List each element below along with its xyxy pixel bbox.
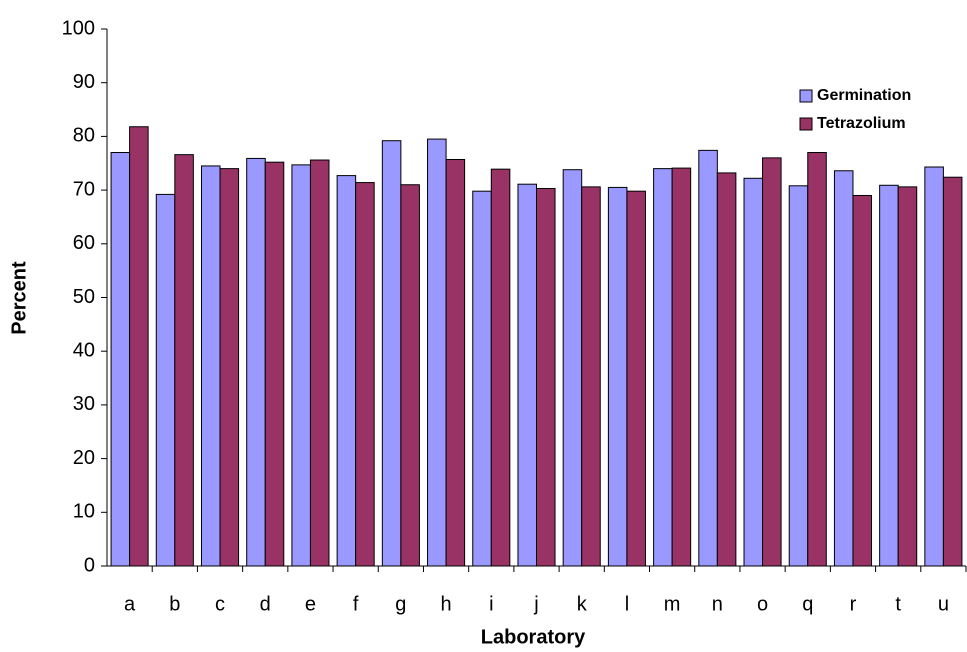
x-tick-label: a xyxy=(124,593,136,615)
bar xyxy=(472,190,492,567)
y-tick-label: 90 xyxy=(73,71,95,93)
legend-label: Tetrazolium xyxy=(817,115,906,132)
bar xyxy=(110,152,131,567)
x-tick-label: u xyxy=(938,593,949,615)
bar xyxy=(788,185,809,567)
bar xyxy=(129,126,149,567)
x-tick-label: q xyxy=(802,593,813,615)
bar xyxy=(517,183,537,567)
x-tick-label: f xyxy=(353,593,359,615)
bar xyxy=(626,190,646,567)
bar xyxy=(653,168,673,567)
bar xyxy=(246,157,266,567)
bar xyxy=(291,164,311,567)
bar xyxy=(879,184,899,567)
bar xyxy=(336,175,357,567)
bar xyxy=(924,166,944,567)
x-tick-label: l xyxy=(625,593,629,615)
bar xyxy=(716,172,737,567)
y-tick-label: 30 xyxy=(73,393,95,415)
x-tick-label: n xyxy=(712,593,723,615)
bar xyxy=(381,140,402,567)
x-tick-label: m xyxy=(664,593,681,615)
x-tick-label: b xyxy=(169,593,180,615)
bar xyxy=(671,167,692,567)
x-tick-label: r xyxy=(850,593,857,615)
y-tick-label: 40 xyxy=(73,339,95,361)
bar xyxy=(200,165,221,567)
x-tick-label: d xyxy=(260,593,271,615)
bar xyxy=(536,187,556,567)
y-tick-label: 100 xyxy=(62,17,95,39)
x-tick-label: c xyxy=(215,593,225,615)
bar xyxy=(355,182,375,567)
y-tick-label: 10 xyxy=(73,501,95,523)
x-tick-label: g xyxy=(395,593,406,615)
legend-swatch xyxy=(799,117,813,131)
bar xyxy=(852,194,873,567)
x-tick-label: e xyxy=(305,593,316,615)
bar xyxy=(219,168,240,567)
x-axis-title: Laboratory xyxy=(481,626,586,648)
bar xyxy=(445,158,466,567)
bar xyxy=(427,138,447,567)
y-tick-label: 80 xyxy=(73,125,95,147)
bar xyxy=(897,186,918,567)
legend-swatch xyxy=(799,89,813,103)
y-tick-label: 0 xyxy=(84,554,95,576)
y-tick-label: 70 xyxy=(73,178,95,200)
x-tick-label: k xyxy=(577,593,588,615)
y-tick-label: 20 xyxy=(73,447,95,469)
y-tick-label: 50 xyxy=(73,286,95,308)
x-tick-label: o xyxy=(757,593,768,615)
y-tick-label: 60 xyxy=(73,232,95,254)
x-tick-label: t xyxy=(895,593,901,615)
x-tick-label: j xyxy=(533,593,538,615)
bar xyxy=(155,193,176,567)
bar xyxy=(698,149,718,567)
bar xyxy=(309,159,330,567)
x-tick-label: i xyxy=(489,593,493,615)
bar xyxy=(264,161,285,567)
bar xyxy=(400,184,420,567)
bar xyxy=(807,152,827,567)
bar xyxy=(490,168,511,567)
bar xyxy=(743,177,764,567)
bar xyxy=(833,170,854,567)
y-axis-title: Percent xyxy=(8,261,30,335)
legend-label: Germination xyxy=(817,87,911,104)
bar xyxy=(762,157,782,567)
bar xyxy=(581,186,601,567)
bar xyxy=(562,169,583,567)
x-tick-label: h xyxy=(441,593,452,615)
bar xyxy=(174,154,194,567)
bar xyxy=(942,176,963,567)
bar xyxy=(607,186,628,567)
